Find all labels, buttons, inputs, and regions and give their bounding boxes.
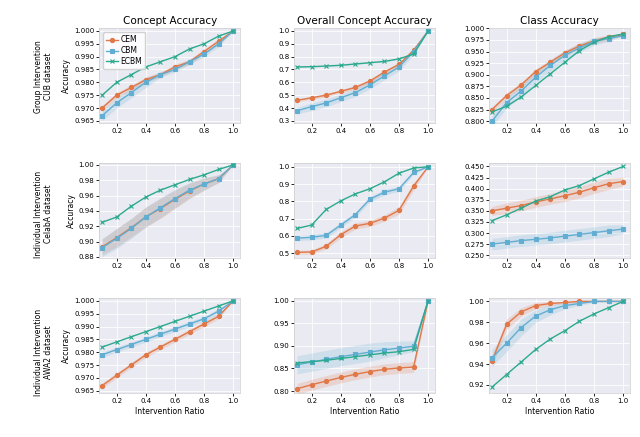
CBM [113,100,120,105]
Y-axis label: Accuracy: Accuracy [67,194,76,228]
CEM [127,85,135,90]
CEM [99,105,106,111]
CBM [142,80,150,85]
CEM [157,72,164,77]
Legend: CEM, CBM, ECBM: CEM, CBM, ECBM [103,32,145,69]
Title: Overall Concept Accuracy: Overall Concept Accuracy [298,16,432,26]
Y-axis label: Accuracy: Accuracy [62,59,71,94]
CEM [186,59,193,64]
ECBM [99,93,106,98]
Y-axis label: Accuracy: Accuracy [62,328,71,363]
CBM [171,67,179,72]
ECBM [200,41,208,46]
CEM [229,28,237,34]
ECBM [127,72,135,77]
Title: Concept Accuracy: Concept Accuracy [123,16,217,26]
CBM [200,52,208,57]
X-axis label: Intervention Ratio: Intervention Ratio [525,407,595,416]
CEM [215,38,223,44]
X-axis label: Intervention Ratio: Intervention Ratio [135,407,205,416]
Title: Class Accuracy: Class Accuracy [520,16,599,26]
CBM [157,72,164,77]
CBM [229,28,237,34]
Line: ECBM: ECBM [100,29,236,97]
ECBM [142,64,150,69]
CBM [186,59,193,64]
Line: CBM: CBM [100,29,236,118]
CEM [142,77,150,83]
CEM [171,64,179,69]
ECBM [171,54,179,59]
Text: Group Intervention
CUB dataset: Group Intervention CUB dataset [34,40,53,113]
CBM [99,113,106,118]
ECBM [157,59,164,64]
ECBM [229,28,237,34]
Line: CEM: CEM [100,29,236,110]
ECBM [215,34,223,39]
CBM [215,41,223,46]
Text: Individual Intervention
AWA2 dataset: Individual Intervention AWA2 dataset [34,309,53,396]
CBM [127,90,135,95]
X-axis label: Intervention Ratio: Intervention Ratio [330,407,399,416]
ECBM [186,46,193,52]
CEM [200,49,208,54]
ECBM [113,80,120,85]
Text: Individual Intervention
CelabA dataset: Individual Intervention CelabA dataset [34,170,53,258]
CEM [113,93,120,98]
